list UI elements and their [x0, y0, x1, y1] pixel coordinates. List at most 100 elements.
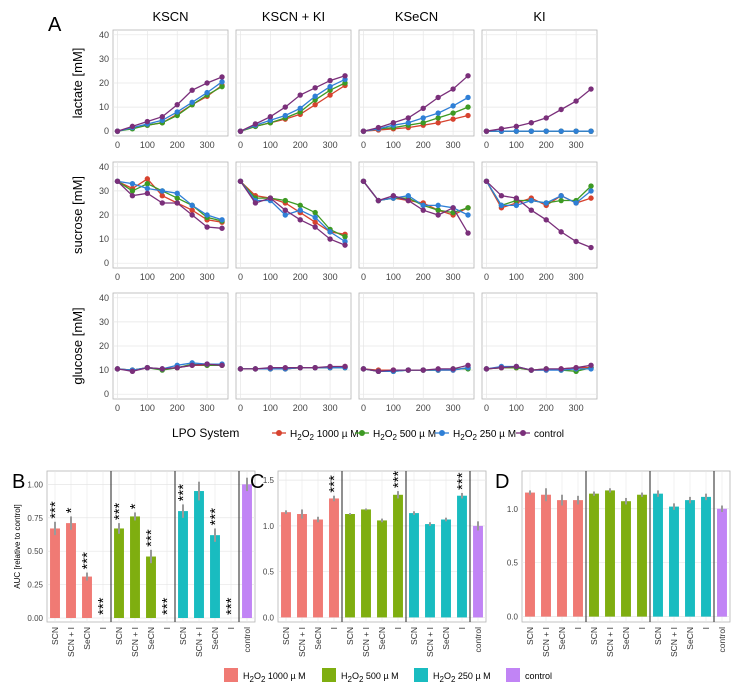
bar: [50, 528, 60, 618]
bar: [589, 493, 599, 617]
data-point: [144, 180, 151, 187]
column-title: KSCN + KI: [262, 9, 325, 24]
x-tick-label: SCN + I: [297, 627, 307, 657]
data-point: [360, 128, 367, 134]
data-point: [312, 101, 318, 108]
bar: [146, 556, 156, 618]
x-tick-label: SCN + I: [361, 627, 371, 657]
legend-key-swatch: [414, 668, 428, 682]
x-tick-label: 200: [293, 272, 308, 282]
legend-label-part: 2: [261, 675, 266, 684]
data-point: [420, 202, 426, 209]
data-point: [465, 94, 471, 101]
data-point: [483, 178, 490, 184]
data-point: [375, 124, 382, 131]
x-tick-label: SCN + I: [130, 627, 140, 657]
x-tick-label: 300: [569, 140, 584, 150]
x-tick-label: SeCN: [441, 627, 451, 650]
panel-label: D: [495, 471, 509, 493]
data-point: [252, 366, 259, 372]
data-point: [252, 121, 259, 127]
row-label: glucose [mM]: [70, 307, 85, 384]
data-point: [513, 363, 520, 370]
x-tick-label: I: [329, 627, 339, 629]
data-point: [498, 193, 505, 199]
data-point: [129, 368, 136, 374]
bar: [425, 524, 435, 618]
x-tick-label: 0: [361, 140, 366, 150]
x-tick-label: SeCN: [146, 627, 156, 650]
data-point: [543, 128, 549, 134]
bar: [297, 514, 307, 618]
data-point: [558, 106, 564, 113]
x-tick-label: 0: [238, 272, 243, 282]
data-point: [174, 364, 180, 371]
bar: [717, 508, 727, 617]
data-point: [312, 214, 318, 221]
x-tick-label: SeCN: [685, 627, 695, 650]
legend-label-part: O: [352, 671, 359, 681]
y-tick-label: 0.50: [27, 547, 43, 556]
bar: [361, 509, 371, 618]
data-point: [204, 80, 210, 86]
data-point: [405, 120, 411, 126]
data-point: [543, 366, 549, 372]
x-tick-label: 100: [386, 403, 401, 413]
x-tick-label: 300: [569, 403, 584, 413]
data-point: [513, 195, 520, 201]
data-point: [174, 109, 180, 115]
legend-label-part: 2: [297, 433, 302, 442]
y-tick-label: 0.5: [263, 568, 275, 577]
y-tick-label: 1.5: [263, 476, 275, 485]
data-point: [465, 362, 471, 368]
data-point: [159, 114, 165, 120]
y-tick-label: 40: [99, 162, 109, 172]
bar: [66, 523, 76, 618]
x-tick-label: SeCN: [377, 627, 387, 650]
x-tick-label: 100: [263, 272, 278, 282]
x-tick-label: SCN: [653, 627, 663, 645]
bar: [281, 512, 291, 618]
data-point: [327, 229, 333, 235]
x-tick-label: I: [393, 627, 403, 629]
data-point: [390, 367, 397, 373]
x-tick-label: 300: [200, 403, 215, 413]
data-point: [528, 128, 534, 134]
data-point: [543, 115, 549, 121]
bar: [345, 514, 355, 618]
legend-label-part: 2: [392, 433, 397, 442]
data-point: [297, 202, 303, 209]
significance-marker: ***: [207, 508, 224, 526]
data-point: [282, 104, 288, 110]
data-point: [435, 207, 441, 213]
data-point: [573, 200, 579, 206]
bar: [525, 492, 535, 617]
data-point: [558, 366, 564, 372]
y-tick-label: 30: [99, 317, 109, 327]
data-point: [483, 366, 490, 372]
x-tick-label: I: [98, 627, 108, 629]
x-tick-label: 300: [200, 272, 215, 282]
significance-marker: ***: [390, 470, 407, 488]
y-tick-label: 0.25: [27, 581, 43, 590]
legend-label-part: 1000 µ M: [314, 429, 359, 440]
legend-label: H2O2 500 µ M: [373, 429, 436, 442]
x-tick-label: 300: [323, 272, 338, 282]
x-tick-label: SeCN: [621, 627, 631, 650]
bar: [210, 535, 220, 618]
data-point: [465, 212, 471, 218]
x-tick-label: 100: [509, 140, 524, 150]
data-point: [267, 364, 274, 371]
data-point: [237, 366, 244, 372]
x-tick-label: 0: [238, 403, 243, 413]
legend-label-part: control: [525, 671, 552, 681]
bar: [573, 500, 583, 617]
x-tick-label: 200: [170, 272, 185, 282]
data-point: [390, 120, 397, 126]
x-tick-label: I: [226, 627, 236, 629]
data-point: [342, 363, 348, 370]
data-point: [465, 205, 471, 211]
data-point: [528, 197, 534, 204]
data-point: [420, 120, 426, 126]
bar: [541, 494, 551, 617]
